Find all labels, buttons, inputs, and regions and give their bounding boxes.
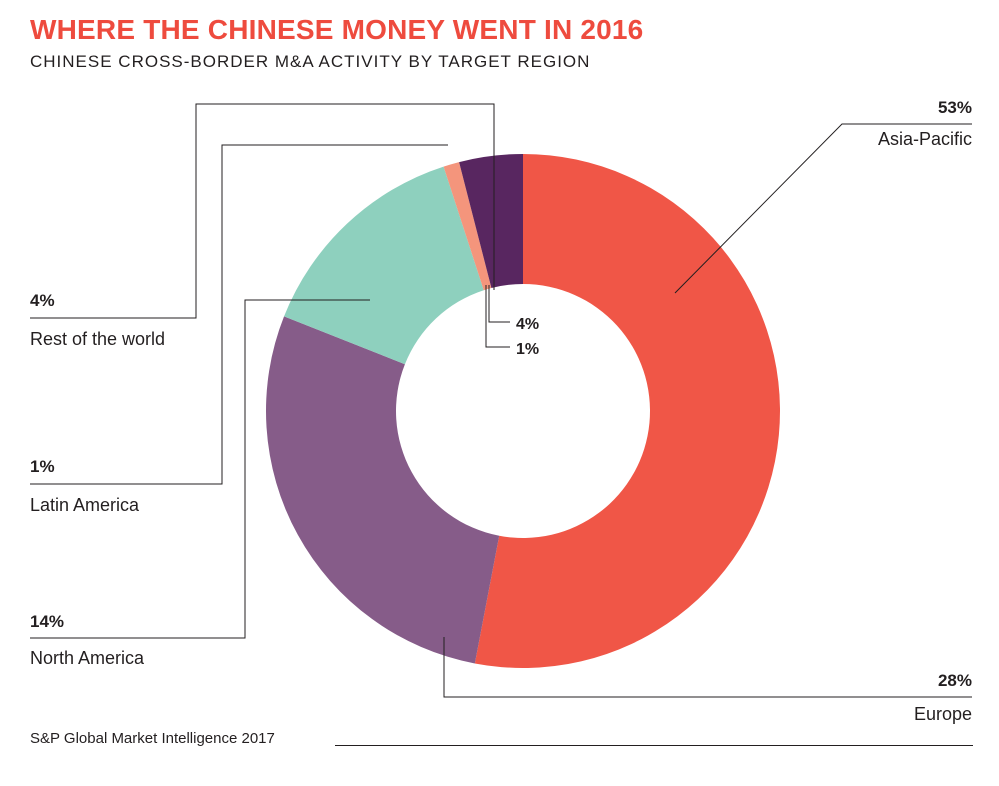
leader-line-rest-of-the-world <box>30 103 495 319</box>
slice-north-america <box>284 166 484 365</box>
data-label-rest-of-the-world: 4% <box>30 291 55 310</box>
data-label-rest-of-the-world-inner: 4% <box>516 316 539 333</box>
category-label-north-america: North America <box>30 648 145 668</box>
leader-line-latin-america-inner <box>485 285 510 348</box>
data-label-latin-america-inner: 1% <box>516 341 539 358</box>
chart-subtitle: CHINESE CROSS-BORDER M&A ACTIVITY BY TAR… <box>30 52 591 71</box>
data-label-europe: 28% <box>938 671 972 690</box>
category-label-latin-america: Latin America <box>30 495 140 515</box>
leader-line-rest-of-the-world-inner <box>488 285 510 323</box>
data-label-latin-america: 1% <box>30 457 55 476</box>
category-label-europe: Europe <box>914 704 972 724</box>
leader-line-latin-america <box>30 144 448 485</box>
slice-rest-of-the-world <box>459 154 523 288</box>
category-label-rest-of-the-world: Rest of the world <box>30 329 165 349</box>
category-label-asia-pacific: Asia-Pacific <box>878 129 972 149</box>
footer-rule <box>335 745 973 746</box>
slice-asia-pacific <box>474 154 780 668</box>
slice-europe <box>266 316 500 664</box>
source-note: S&P Global Market Intelligence 2017 <box>30 730 275 747</box>
leader-line-north-america <box>30 299 370 639</box>
data-label-asia-pacific: 53% <box>938 98 972 117</box>
leader-line-asia-pacific <box>674 123 972 294</box>
leader-line-europe <box>443 637 972 698</box>
slice-latin-america <box>443 162 492 291</box>
chart-title: WHERE THE CHINESE MONEY WENT IN 2016 <box>30 14 644 45</box>
data-label-north-america: 14% <box>30 612 64 631</box>
